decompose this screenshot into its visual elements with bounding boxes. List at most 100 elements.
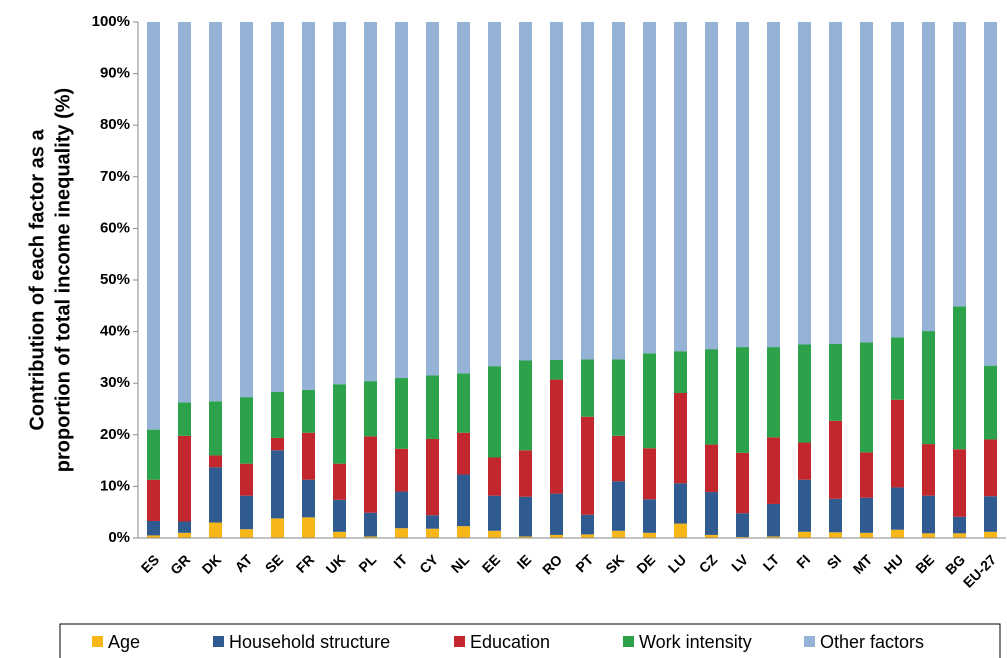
y-tick-label: 0% bbox=[108, 529, 130, 546]
bar-segment bbox=[922, 22, 935, 332]
x-tick-label: IE bbox=[514, 551, 535, 572]
legend-swatch bbox=[213, 636, 224, 647]
x-tick-label: DE bbox=[633, 551, 658, 576]
y-tick-label: 60% bbox=[100, 219, 130, 236]
bar-segment bbox=[829, 420, 842, 499]
bar-segment bbox=[271, 450, 284, 519]
x-tick-label: SK bbox=[602, 551, 627, 576]
x-tick-label: MT bbox=[850, 551, 876, 577]
x-tick-label: SE bbox=[262, 551, 287, 576]
bar-segment bbox=[302, 389, 315, 433]
x-tick-label: PL bbox=[355, 551, 379, 575]
bar-segment bbox=[643, 353, 656, 449]
bar-segment bbox=[240, 529, 253, 538]
legend-label: Age bbox=[108, 632, 140, 652]
bar-segment bbox=[643, 532, 656, 538]
bar-segment bbox=[364, 536, 377, 538]
bar-segment bbox=[240, 22, 253, 398]
bar-segment bbox=[147, 535, 160, 538]
bar-segment bbox=[674, 393, 687, 484]
bar-segment bbox=[178, 402, 191, 436]
bar-segment bbox=[984, 496, 997, 532]
bar-segment bbox=[519, 22, 532, 361]
bar-segment bbox=[178, 435, 191, 522]
bar-segment bbox=[612, 359, 625, 436]
x-tick-label: EE bbox=[479, 551, 504, 576]
legend-label: Education bbox=[470, 632, 550, 652]
y-tick-label: 80% bbox=[100, 116, 130, 133]
bar-segment bbox=[519, 496, 532, 537]
bar-segment bbox=[488, 530, 501, 538]
bar-segment bbox=[767, 503, 780, 537]
bar-segment bbox=[612, 435, 625, 482]
bar-segment bbox=[798, 22, 811, 345]
bar-segment bbox=[271, 22, 284, 392]
y-tick-label: 70% bbox=[100, 168, 130, 185]
bar-segment bbox=[426, 438, 439, 516]
bar-segment bbox=[271, 437, 284, 451]
bar-segment bbox=[333, 499, 346, 532]
bar-segment bbox=[457, 474, 470, 527]
bar-segment bbox=[891, 22, 904, 338]
bar-segment bbox=[488, 366, 501, 458]
bar-segment bbox=[426, 375, 439, 439]
bar-segment bbox=[147, 22, 160, 430]
y-tick-label: 10% bbox=[100, 477, 130, 494]
bar-segment bbox=[147, 429, 160, 480]
bar-segment bbox=[643, 22, 656, 354]
bar-segment bbox=[829, 343, 842, 421]
bar-segment bbox=[240, 397, 253, 464]
bar-segment bbox=[860, 497, 873, 533]
bar-segment bbox=[984, 365, 997, 440]
x-tick-label: LV bbox=[728, 551, 752, 575]
bar-segment bbox=[953, 533, 966, 538]
bar-segment bbox=[891, 529, 904, 538]
x-tick-label: NL bbox=[448, 551, 473, 576]
bar-segment bbox=[550, 493, 563, 535]
bar-segment bbox=[240, 495, 253, 530]
bar-segment bbox=[426, 528, 439, 538]
bar-segment bbox=[922, 495, 935, 534]
bar-segment bbox=[767, 347, 780, 438]
y-tick-label: 20% bbox=[100, 426, 130, 443]
bar-segment bbox=[674, 351, 687, 394]
x-tick-label: IT bbox=[390, 551, 410, 571]
y-axis-label: proportion of total income inequality (%… bbox=[52, 88, 74, 472]
bar-segment bbox=[581, 22, 594, 360]
y-axis-label: Contribution of each factor as a bbox=[26, 129, 48, 431]
bar-segment bbox=[519, 360, 532, 451]
bar-segment bbox=[860, 532, 873, 538]
bar-segment bbox=[364, 436, 377, 513]
x-tick-label: HU bbox=[881, 551, 907, 577]
bar-segment bbox=[426, 22, 439, 376]
x-tick-label: GR bbox=[167, 551, 193, 577]
bar-segment bbox=[364, 381, 377, 437]
bar-segment bbox=[953, 22, 966, 307]
bar-segment bbox=[860, 452, 873, 498]
bar-segment bbox=[581, 359, 594, 417]
legend-swatch bbox=[804, 636, 815, 647]
x-tick-label: FR bbox=[293, 551, 318, 576]
y-tick-label: 40% bbox=[100, 323, 130, 340]
x-tick-label: CZ bbox=[696, 551, 721, 576]
bar-segment bbox=[426, 515, 439, 529]
x-tick-label: BE bbox=[912, 551, 937, 576]
bar-segment bbox=[457, 22, 470, 374]
bar-segment bbox=[891, 399, 904, 488]
bar-segment bbox=[953, 516, 966, 534]
bar-segment bbox=[488, 22, 501, 367]
bar-segment bbox=[333, 531, 346, 538]
bar-segment bbox=[550, 534, 563, 538]
x-tick-label: SI bbox=[824, 551, 845, 572]
bar-segment bbox=[736, 536, 749, 538]
y-tick-label: 90% bbox=[100, 65, 130, 82]
x-tick-label: EU-27 bbox=[960, 551, 1000, 591]
legend-swatch bbox=[92, 636, 103, 647]
bar-segment bbox=[798, 479, 811, 532]
bar-segment bbox=[891, 487, 904, 530]
legend-label: Other factors bbox=[820, 632, 924, 652]
y-tick-label: 30% bbox=[100, 374, 130, 391]
bar-segment bbox=[550, 22, 563, 360]
bar-segment bbox=[922, 444, 935, 496]
